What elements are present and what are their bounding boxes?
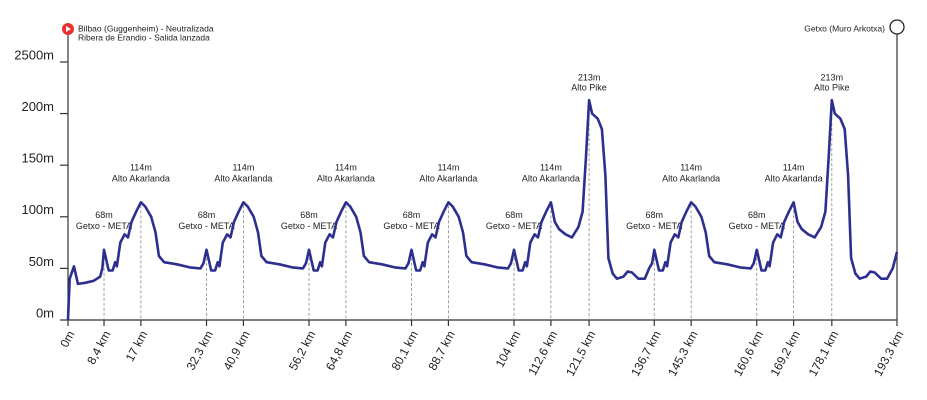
annotation-elevation: 114m xyxy=(130,163,152,173)
y-tick-label: 200m xyxy=(21,99,54,114)
x-tick-label: 169,2 km xyxy=(768,328,804,378)
x-tick-label: 136,7 km xyxy=(628,328,664,378)
elevation-line xyxy=(66,98,899,321)
x-tick-label: 0m xyxy=(57,328,77,349)
start-icon xyxy=(66,26,71,32)
annotation-label: Getxo - META xyxy=(178,221,234,231)
x-tick-label: 112,6 km xyxy=(525,328,560,377)
annotation-elevation: 114m xyxy=(437,163,459,173)
x-tick-label: 178,1 km xyxy=(806,328,842,378)
annotation-label: Getxo - META xyxy=(76,221,132,231)
x-tick-label: 104 km xyxy=(493,328,524,369)
x-tick-label: 80,1 km xyxy=(389,328,421,372)
y-tick-label: 0m xyxy=(36,305,54,320)
x-tick-label: 64,8 km xyxy=(323,328,355,372)
x-tick-label: 17 km xyxy=(123,328,151,363)
x-tick-label: 32,3 km xyxy=(184,328,216,372)
annotation-label: Getxo - META xyxy=(383,221,439,231)
x-tick-label: 40,9 km xyxy=(220,328,252,372)
annotation-label: Alto Akarlanda xyxy=(317,174,375,184)
start-label: Ribera de Erandio - Salida lanzada xyxy=(78,32,210,42)
annotation-elevation: 68m xyxy=(95,210,113,220)
x-tick-label: 160,6 km xyxy=(731,328,767,378)
annotation-label: Alto Akarlanda xyxy=(112,174,170,184)
annotation-label: Getxo - META xyxy=(281,221,337,231)
annotation-elevation: 68m xyxy=(198,210,216,220)
x-tick-label: 145,3 km xyxy=(665,328,701,378)
annotation-label: Getxo - META xyxy=(486,221,542,231)
x-tick-label: 121,5 km xyxy=(563,328,599,378)
annotation-label: Alto Pike xyxy=(814,83,850,93)
annotation-label: Alto Akarlanda xyxy=(662,174,720,184)
annotation-label: Getxo - META xyxy=(729,221,785,231)
finish-marker xyxy=(889,19,905,35)
annotation-label: Alto Akarlanda xyxy=(214,174,272,184)
y-tick-label: 100m xyxy=(21,202,54,217)
annotation-elevation: 68m xyxy=(505,210,523,220)
annotation-elevation: 114m xyxy=(232,163,254,173)
annotation-elevation: 68m xyxy=(646,210,664,220)
x-tick-label: 8,4 km xyxy=(84,328,113,366)
annotation-elevation: 114m xyxy=(335,163,357,173)
annotation-elevation: 114m xyxy=(783,163,805,173)
annotation-label: Alto Akarlanda xyxy=(765,174,823,184)
annotation-elevation: 68m xyxy=(300,210,318,220)
start-label: Bilbao (Guggenheim) - Neutralizada xyxy=(78,23,214,33)
annotation-elevation: 68m xyxy=(748,210,766,220)
x-tick-label: 88,7 km xyxy=(425,328,457,372)
annotation-label: Alto Pike xyxy=(571,83,607,93)
annotation-elevation: 114m xyxy=(540,163,562,173)
annotation-elevation: 213m xyxy=(578,73,601,83)
annotation-label: Getxo - META xyxy=(626,221,682,231)
y-tick-label: 2500m xyxy=(14,47,54,62)
annotation-elevation: 213m xyxy=(821,73,844,83)
y-tick-label: 50m xyxy=(29,254,54,269)
y-tick-label: 150m xyxy=(21,151,54,166)
x-tick-label: 193,3 km xyxy=(871,328,907,378)
annotation-elevation: 114m xyxy=(680,163,702,173)
finish-label: Getxo (Muro Arkotxa) xyxy=(804,23,885,33)
annotation-label: Alto Akarlanda xyxy=(522,174,580,184)
x-tick-label: 56,2 km xyxy=(286,328,318,372)
annotation-elevation: 68m xyxy=(403,210,421,220)
annotation-label: Alto Akarlanda xyxy=(419,174,477,184)
